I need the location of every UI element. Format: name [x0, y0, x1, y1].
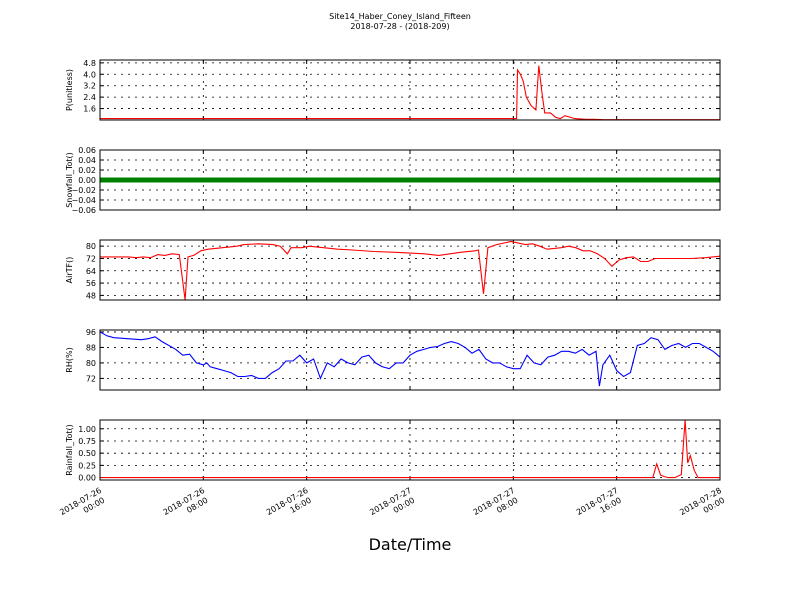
- y-tick-label: 64: [86, 267, 96, 276]
- y-tick-label: −0.04: [71, 196, 96, 205]
- x-tick-label: 2018-07-2600:00: [58, 486, 108, 526]
- subplots: 1.6 2.4 3.2 4.0 4.8 P(unitless) −0.06−0.04−0.0…: [58, 59, 728, 526]
- axes-frame: [99, 239, 721, 301]
- y-tick-label: 2.4: [83, 93, 96, 102]
- x-tick-label: 2018-07-2616:00: [265, 486, 315, 526]
- y-tick-label: 88: [86, 343, 96, 352]
- series-line: [100, 331, 720, 387]
- y-tick-label: 4.0: [83, 70, 96, 79]
- x-axis-label: Date/Time: [369, 535, 452, 554]
- y-tick-label: 0.02: [78, 166, 96, 175]
- y-tick-label: 72: [86, 374, 96, 383]
- x-tick-label: 2018-07-2800:00: [678, 486, 728, 526]
- series-line: [100, 240, 720, 300]
- subplot-4: 72 80 88 96 RH(%): [65, 328, 721, 391]
- y-tick-label: 72: [86, 254, 96, 263]
- axes-frame: [99, 419, 721, 481]
- y-tick-label: 80: [86, 242, 96, 251]
- y-tick-label: 4.8: [83, 59, 96, 68]
- x-tick-label: 2018-07-2700:00: [368, 486, 418, 526]
- y-tick-label: 0.06: [78, 146, 96, 155]
- subplot-5: 0.00 0.25 0.50 0.75 1.00 Rainfall_Tot(): [65, 419, 721, 483]
- x-tick-label: 2018-07-2716:00: [575, 486, 625, 526]
- y-axis-label: Rainfall_Tot(): [65, 424, 74, 476]
- y-axis-label: P(unitless): [65, 69, 74, 111]
- y-tick-label: 0.00: [78, 176, 96, 185]
- y-tick-label: 80: [86, 359, 96, 368]
- y-tick-label: −0.06: [71, 206, 96, 215]
- figure-subtitle: 2018-07-28 - (2018-209): [350, 22, 449, 31]
- axes-frame: [99, 329, 721, 391]
- y-tick-label: 56: [86, 279, 96, 288]
- y-axis-label: AirTF(): [65, 257, 74, 284]
- x-tick-label: 2018-07-2608:00: [162, 486, 212, 526]
- axes-frame: [99, 59, 721, 121]
- y-tick-label: 96: [86, 328, 96, 337]
- y-tick-label: 0.04: [78, 156, 96, 165]
- axes-frame: [99, 149, 721, 211]
- figure-title: Site14_Haber_Coney_Island_Fifteen: [329, 12, 471, 21]
- x-tick-label: 2018-07-2708:00: [472, 486, 522, 526]
- y-tick-label: 48: [86, 291, 96, 300]
- y-axis-label: Snowfall_Tot(): [65, 152, 74, 208]
- y-tick-label: 0.50: [78, 449, 96, 458]
- series-line: [100, 65, 720, 120]
- y-tick-label: −0.02: [71, 186, 96, 195]
- subplot-2: −0.06−0.04−0.020.000.020.040.06 Snowfall_…: [65, 146, 721, 215]
- y-tick-label: 0.75: [78, 437, 96, 446]
- y-axis-label: RH(%): [65, 347, 74, 372]
- series-line: [100, 420, 720, 479]
- y-tick-label: 0.25: [78, 461, 96, 470]
- y-tick-label: 3.2: [83, 82, 96, 91]
- subplot-3: 48 56 64 72 80 AirTF(): [65, 239, 721, 301]
- y-tick-label: 0.00: [78, 474, 96, 483]
- subplot-1: 1.6 2.4 3.2 4.0 4.8 P(unitless): [65, 59, 721, 121]
- y-tick-label: 1.6: [83, 105, 96, 114]
- y-tick-label: 1.00: [78, 425, 96, 434]
